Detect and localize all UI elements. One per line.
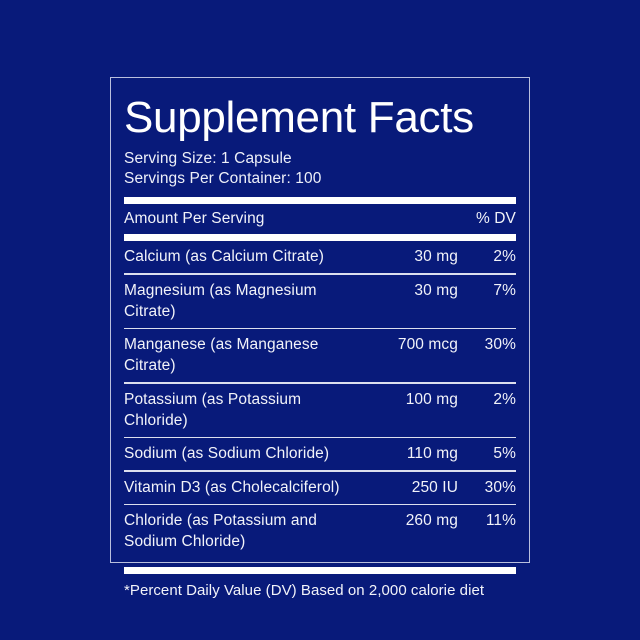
row-divider	[124, 436, 516, 438]
row-divider	[124, 327, 516, 329]
row-divider	[124, 503, 516, 505]
nutrient-amount: 260 mg	[405, 512, 458, 529]
nutrient-amount: 30 mg	[414, 281, 458, 299]
table-row: Potassium (as Potassium Chloride) 100 mg…	[124, 384, 516, 437]
nutrient-name: Manganese (as Manganese Citrate)	[124, 336, 319, 374]
servings-per-container-text: Servings Per Container: 100	[124, 170, 322, 187]
nutrient-dv: 30%	[484, 478, 516, 496]
page-title: Supplement Facts	[124, 93, 474, 142]
serving-size-text: Serving Size: 1 Capsule	[124, 150, 292, 167]
amount-per-serving-label: Amount Per Serving	[124, 210, 265, 227]
table-row: Manganese (as Manganese Citrate) 700 mcg…	[124, 329, 516, 382]
table-row: Calcium (as Calcium Citrate) 30 mg 2%	[124, 241, 516, 273]
rule-thick-top	[124, 197, 516, 204]
rule-thick-bottom	[124, 567, 516, 574]
nutrient-amount: 700 mcg	[397, 336, 458, 353]
nutrient-amount: 100 mg	[405, 390, 458, 408]
rule-thick-header	[124, 234, 516, 241]
table-row: Sodium (as Sodium Chloride) 110 mg 5%	[124, 438, 516, 470]
supplement-facts-panel: Supplement Facts Serving Size: 1 Capsule…	[110, 77, 530, 599]
table-row: Magnesium (as Magnesium Citrate) 30 mg 7…	[124, 275, 516, 328]
daily-value-footnote: *Percent Daily Value (DV) Based on 2,000…	[124, 582, 485, 599]
row-divider	[124, 470, 516, 472]
table-header-row: Amount Per Serving % DV	[124, 204, 516, 234]
nutrient-name: Sodium (as Sodium Chloride)	[124, 445, 330, 462]
supplement-facts-content: Supplement Facts Serving Size: 1 Capsule…	[124, 78, 516, 601]
table-row: Chloride (as Potassium and Sodium Chlori…	[124, 505, 516, 558]
nutrient-amount: 110 mg	[406, 445, 458, 462]
row-divider	[124, 382, 516, 384]
nutrient-dv: 2%	[493, 390, 516, 408]
nutrient-amount: 30 mg	[414, 248, 458, 265]
nutrient-name: Calcium (as Calcium Citrate)	[124, 248, 325, 265]
table-row: Vitamin D3 (as Cholecalciferol) 250 IU 3…	[124, 472, 516, 504]
nutrient-name: Magnesium (as Magnesium Citrate)	[124, 281, 317, 320]
nutrient-name: Vitamin D3 (as Cholecalciferol)	[124, 478, 340, 496]
nutrient-amount: 250 IU	[411, 478, 458, 496]
nutrient-dv: 7%	[493, 281, 516, 299]
percent-dv-label: % DV	[475, 210, 516, 227]
nutrient-name: Potassium (as Potassium Chloride)	[124, 390, 302, 429]
nutrient-dv: 11%	[485, 512, 516, 529]
nutrient-dv: 5%	[493, 445, 516, 462]
nutrient-name: Chloride (as Potassium and Sodium Chlori…	[124, 512, 317, 550]
row-divider	[124, 273, 516, 275]
nutrient-dv: 30%	[484, 336, 516, 353]
nutrient-dv: 2%	[493, 248, 516, 265]
